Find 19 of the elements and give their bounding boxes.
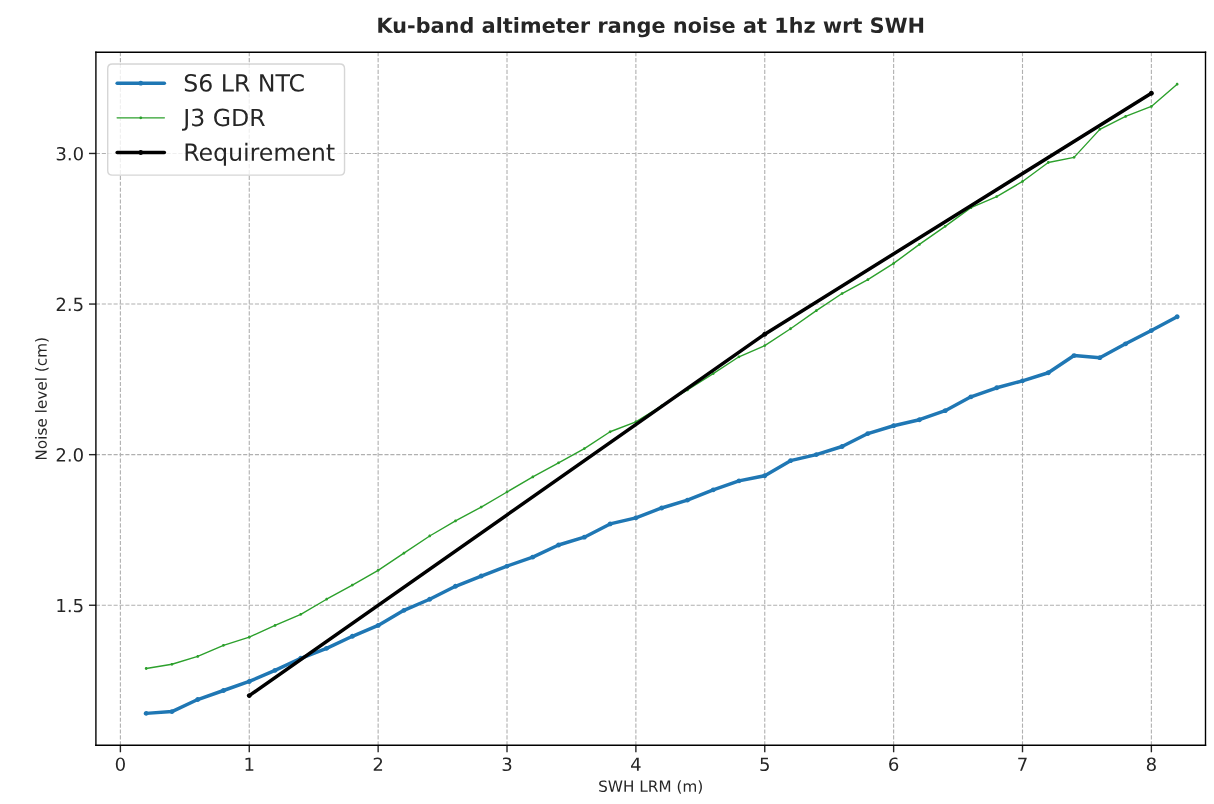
legend-label: S6 LR NTC	[184, 73, 304, 92]
y-tick-label: 2.0	[56, 448, 83, 462]
x-tick-label: 7	[1018, 757, 1027, 771]
legend-label: Requirement	[185, 142, 335, 166]
x-tick-label: 8	[1146, 757, 1156, 772]
y-tick-label: 3.0	[56, 146, 83, 161]
y-tick-label: 1.5	[57, 598, 83, 613]
x-tick-label: 2	[373, 757, 383, 771]
y-axis-title: Noise level (cm)	[35, 338, 49, 460]
x-tick-label: 6	[889, 757, 899, 772]
x-tick-label: 3	[502, 757, 512, 772]
x-tick-label: 0	[115, 757, 125, 772]
chart-title: Ku-band altimeter range noise at 1hz wrt SWH	[378, 16, 924, 38]
x-tick-label: 5	[760, 757, 769, 772]
x-tick-label: 1	[245, 757, 254, 771]
x-tick-label: 4	[631, 757, 641, 771]
y-tick-label: 2.5	[56, 297, 83, 312]
legend-label: J3 GDR	[182, 108, 265, 131]
x-axis-title: SWH LRM (m)	[599, 780, 702, 794]
